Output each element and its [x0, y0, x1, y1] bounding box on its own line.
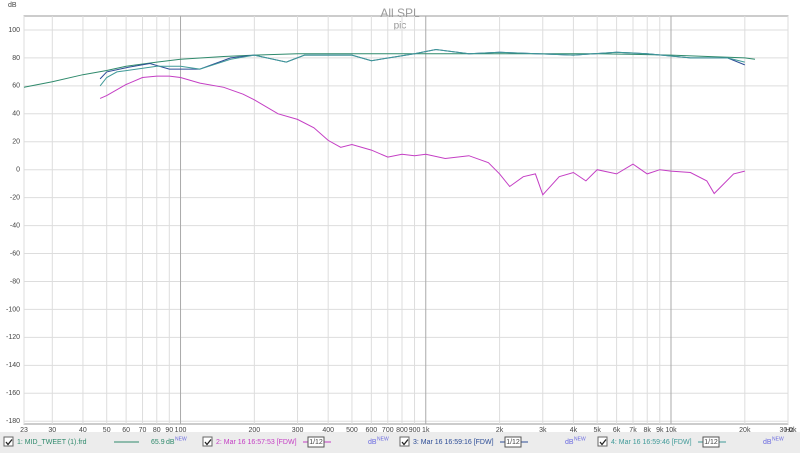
legend-smoothing: 1/12 — [309, 439, 323, 446]
x-unit: Hz — [785, 427, 794, 434]
legend-smoothing: 1/12 — [704, 439, 718, 446]
x-tick-label: 7k — [629, 427, 637, 434]
legend-tag: NEW — [574, 436, 586, 442]
chart-title: All SPL — [380, 6, 420, 20]
y-tick-label: -40 — [10, 222, 20, 229]
x-tick-label: 300 — [292, 427, 304, 434]
check-mark — [204, 439, 212, 446]
legend-checkbox[interactable] — [399, 436, 410, 447]
check-mark — [599, 439, 607, 446]
check-mark — [401, 439, 409, 446]
y-tick-label: -100 — [6, 306, 20, 313]
x-tick-label: 4k — [570, 427, 578, 434]
x-tick-label: 2k — [496, 427, 504, 434]
legend-checkbox[interactable] — [3, 436, 14, 447]
y-tick-label: 100 — [8, 27, 20, 34]
series-line — [99, 75, 745, 196]
y-tick-label: 60 — [12, 83, 20, 90]
x-tick-label: 400 — [322, 427, 334, 434]
x-tick-label: 10k — [665, 427, 677, 434]
legend-checkbox[interactable] — [202, 436, 213, 447]
x-tick-label: 70 — [139, 427, 147, 434]
x-tick-label: 800 — [396, 427, 408, 434]
legend-tag: NEW — [772, 436, 784, 442]
x-tick-label: 100 — [175, 427, 187, 434]
smoothing-box — [504, 436, 522, 448]
x-tick-label: 30.0k — [779, 427, 797, 434]
x-tick-label: 90 — [165, 427, 173, 434]
x-tick-label: 3k — [539, 427, 547, 434]
legend-label: 4: Mar 16 16:59:46 [FDW] — [611, 439, 692, 446]
x-tick-label: 600 — [366, 427, 378, 434]
x-tick-label: 900 — [409, 427, 421, 434]
x-tick-label: 200 — [249, 427, 261, 434]
x-tick-label: 40 — [79, 427, 87, 434]
legend-label: 2: Mar 16 16:57:53 [FDW] — [216, 439, 297, 446]
plot-area — [23, 15, 789, 425]
y-tick-label: -20 — [10, 194, 20, 201]
legend-unit: dB — [368, 439, 377, 446]
legend-smoothing: 1/12 — [506, 439, 520, 446]
x-tick-label: 60 — [122, 427, 130, 434]
series-line — [99, 48, 745, 87]
x-tick-label: 23 — [20, 427, 28, 434]
x-tick-label: 9k — [656, 427, 664, 434]
y-tick-label: -80 — [10, 278, 20, 285]
y-tick-label: -140 — [6, 362, 20, 369]
legend-offset: 65.9 — [151, 439, 165, 446]
x-tick-label: 20k — [739, 427, 751, 434]
legend-tag: NEW — [175, 436, 187, 442]
y-tick-label: -180 — [6, 418, 20, 425]
chart-subtitle: pic — [394, 21, 407, 32]
smoothing-box — [307, 436, 325, 448]
y-tick-label: 40 — [12, 111, 20, 118]
y-tick-label: -120 — [6, 334, 20, 341]
x-tick-label: 8k — [644, 427, 652, 434]
legend-unit: dB — [565, 439, 574, 446]
x-tick-label: 1k — [422, 427, 430, 434]
x-tick-label: 5k — [593, 427, 601, 434]
check-mark — [5, 439, 13, 446]
legend-unit: dB — [166, 439, 175, 446]
y-axis-label: dB — [8, 2, 17, 9]
y-tick-label: -160 — [6, 390, 20, 397]
legend-checkbox[interactable] — [597, 436, 608, 447]
legend-unit: dB — [763, 439, 772, 446]
legend-label: 3: Mar 16 16:59:16 [FDW] — [413, 439, 494, 446]
x-tick-label: 500 — [346, 427, 358, 434]
y-tick-label: -60 — [10, 250, 20, 257]
smoothing-box — [702, 436, 720, 448]
legend-tag: NEW — [377, 436, 389, 442]
legend-label: 1: MID_TWEET (1).frd — [17, 439, 87, 446]
x-tick-label: 700 — [382, 427, 394, 434]
x-tick-label: 80 — [153, 427, 161, 434]
x-tick-label: 50 — [103, 427, 111, 434]
x-tick-label: 30 — [48, 427, 56, 434]
x-tick-label: 6k — [613, 427, 621, 434]
y-tick-label: 80 — [12, 55, 20, 62]
y-tick-label: 0 — [16, 167, 20, 174]
y-tick-label: 20 — [12, 139, 20, 146]
